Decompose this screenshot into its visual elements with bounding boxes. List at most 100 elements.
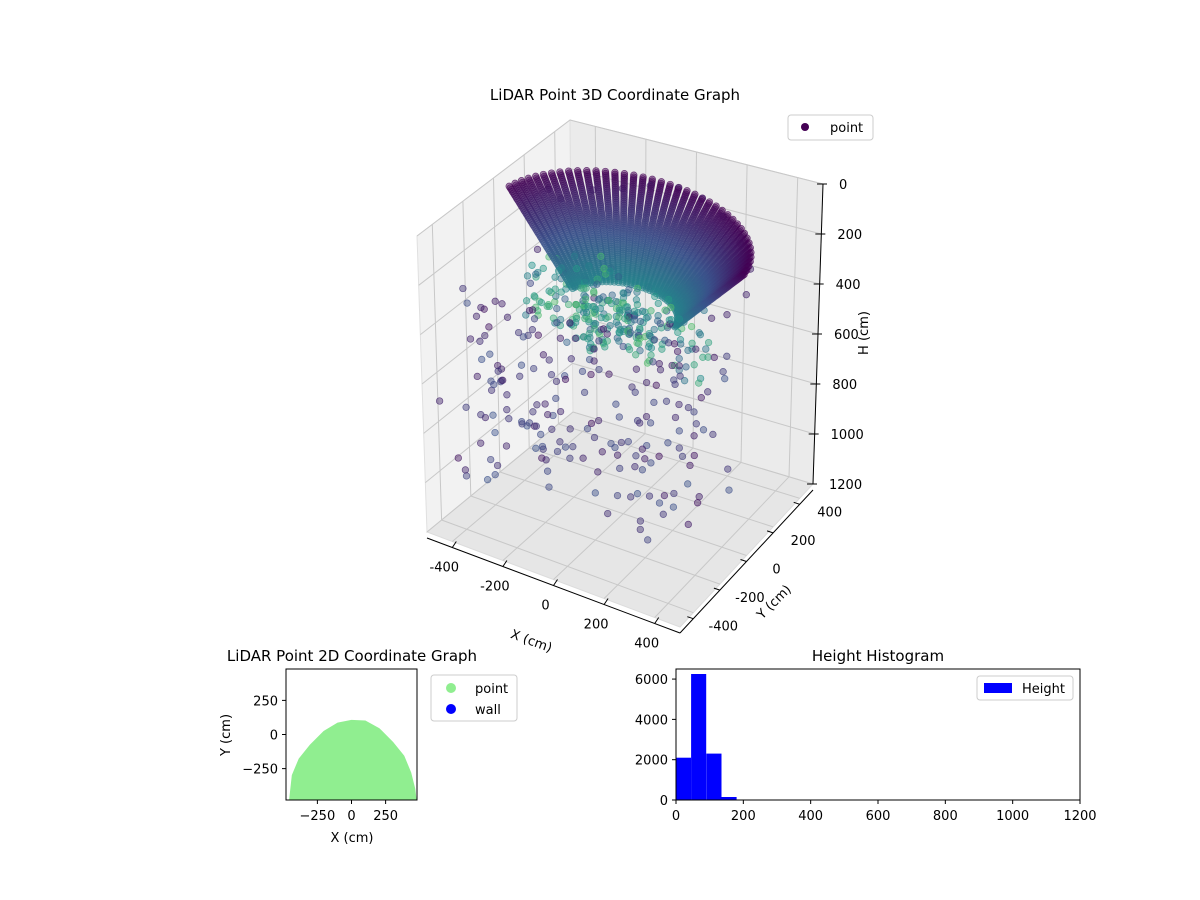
point-marker [566,454,574,462]
point-marker [533,401,541,409]
point-marker [612,198,620,206]
point-marker [616,464,624,473]
point-marker [595,295,604,303]
z-ticks-3d: 0 200 400 600 800 1000 1200 [807,178,864,493]
point-marker [632,365,641,373]
grid-line-y [499,471,747,556]
point-marker [602,180,611,189]
point-marker [611,172,619,180]
point-marker [629,180,637,189]
point-marker [620,175,628,183]
point-marker [580,388,589,397]
y-tick-label-histogram: 0 [660,794,668,809]
point-marker [649,358,657,366]
point-marker [620,170,629,178]
point-marker [611,191,620,199]
point-marker [556,438,564,446]
point-marker [502,442,511,450]
point-marker [532,270,540,278]
point-marker [652,381,660,389]
point-marker [570,252,579,261]
point-marker [704,388,712,396]
point-marker [612,193,620,201]
point-marker [594,416,603,425]
point-marker [629,177,638,185]
point-marker [602,177,610,185]
point-marker [658,345,666,353]
point-marker [503,406,511,414]
point-marker [612,196,620,205]
point-marker [543,467,552,475]
point-marker [629,175,638,183]
point-marker [619,220,628,228]
x-tick-mark [553,579,558,586]
y-tick-mark [766,530,774,534]
z-axis-label-3d: H (cm) [857,311,872,355]
point-marker [606,321,614,330]
point-marker [675,400,683,409]
point-marker [675,362,683,370]
x-tick-label: 400 [634,637,659,652]
point-marker [597,252,605,260]
point-marker [719,368,727,376]
point-marker [690,408,698,416]
point-marker [627,215,635,223]
point-marker [620,195,628,204]
point-marker [582,308,591,317]
point-marker [603,194,612,202]
point-marker [477,303,485,312]
point-marker [634,309,642,317]
point-marker [619,218,628,226]
point-marker [645,492,654,500]
x-tick-label-histogram: 200 [731,809,756,824]
point-marker [628,197,636,205]
point-marker [611,187,620,195]
point-marker [514,328,523,337]
point-marker [611,443,619,452]
point-marker [656,366,665,374]
legend-histogram: Height [976,675,1074,701]
legend-2d-wall-marker [446,704,456,714]
point-marker [528,306,537,314]
x-tick-label: 0 [541,599,549,614]
point-marker [613,451,622,459]
point-marker [615,313,623,321]
point-marker [620,197,628,206]
point-marker [664,439,672,447]
point-marker [675,354,683,363]
point-marker [523,272,532,280]
grid-line-h [426,411,814,533]
point-marker [603,330,611,338]
histogram-bar [691,674,707,800]
point-marker [489,411,497,419]
point-marker [612,219,621,227]
point-marker [619,238,627,246]
point-marker [620,207,628,215]
point-marker [579,454,587,462]
point-marker [557,264,565,272]
point-marker [662,397,671,405]
point-marker [462,403,470,411]
point-marker [620,188,628,196]
z-tick-label: 1000 [831,428,864,443]
point-marker [620,212,628,220]
point-marker [633,288,641,296]
point-marker [522,297,531,305]
point-marker [620,173,628,182]
point-marker [642,378,651,387]
point-marker [491,428,499,437]
z-tick-label: 200 [837,228,862,243]
x-tick-mark [502,560,508,567]
point-marker [675,444,683,452]
point-marker [628,191,637,200]
point-marker [605,209,613,217]
x-axis-label-3d: X (cm) [508,627,554,656]
point-marker [545,483,553,491]
point-marker [472,312,481,320]
point-marker [499,376,507,384]
point-marker [532,444,540,452]
y-tick-label-histogram: 6000 [635,673,668,688]
y-tick-label-2d: 0 [270,729,278,744]
point-marker [626,221,635,229]
point-marker [628,189,637,198]
